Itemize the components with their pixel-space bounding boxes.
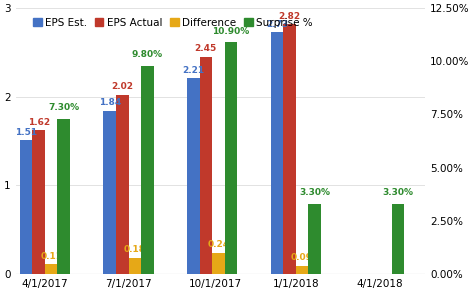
Bar bbox=[20, 140, 32, 274]
Bar bbox=[32, 130, 45, 274]
Text: 0.18: 0.18 bbox=[124, 246, 146, 255]
Text: 1.84: 1.84 bbox=[99, 98, 121, 108]
Text: 2.73: 2.73 bbox=[266, 20, 288, 28]
Bar bbox=[308, 204, 321, 274]
Bar bbox=[103, 111, 116, 274]
Bar bbox=[296, 266, 308, 274]
Text: 0.09: 0.09 bbox=[291, 253, 313, 263]
Bar bbox=[200, 57, 212, 274]
Bar bbox=[45, 264, 57, 274]
Text: 2.45: 2.45 bbox=[195, 44, 217, 53]
Bar bbox=[128, 258, 141, 274]
Legend: EPS Est., EPS Actual, Difference, Surprise %: EPS Est., EPS Actual, Difference, Surpri… bbox=[29, 13, 317, 32]
Text: 2.21: 2.21 bbox=[182, 66, 204, 75]
Bar bbox=[392, 204, 404, 274]
Text: 9.80%: 9.80% bbox=[132, 50, 163, 59]
Text: 10.90%: 10.90% bbox=[212, 27, 250, 36]
Bar bbox=[187, 78, 200, 274]
Bar bbox=[57, 119, 70, 274]
Bar bbox=[283, 24, 296, 274]
Bar bbox=[141, 66, 154, 274]
Text: 0.24: 0.24 bbox=[207, 240, 229, 249]
Bar bbox=[116, 95, 128, 274]
Text: 2.82: 2.82 bbox=[278, 11, 301, 21]
Text: 1.62: 1.62 bbox=[27, 118, 50, 127]
Bar bbox=[225, 42, 237, 274]
Bar bbox=[212, 253, 225, 274]
Bar bbox=[271, 32, 283, 274]
Text: 3.30%: 3.30% bbox=[299, 188, 330, 197]
Text: 7.30%: 7.30% bbox=[48, 103, 79, 112]
Text: 1.51: 1.51 bbox=[15, 128, 37, 137]
Text: 2.02: 2.02 bbox=[111, 82, 133, 91]
Text: 3.30%: 3.30% bbox=[383, 188, 414, 197]
Text: 0.11: 0.11 bbox=[40, 252, 62, 261]
